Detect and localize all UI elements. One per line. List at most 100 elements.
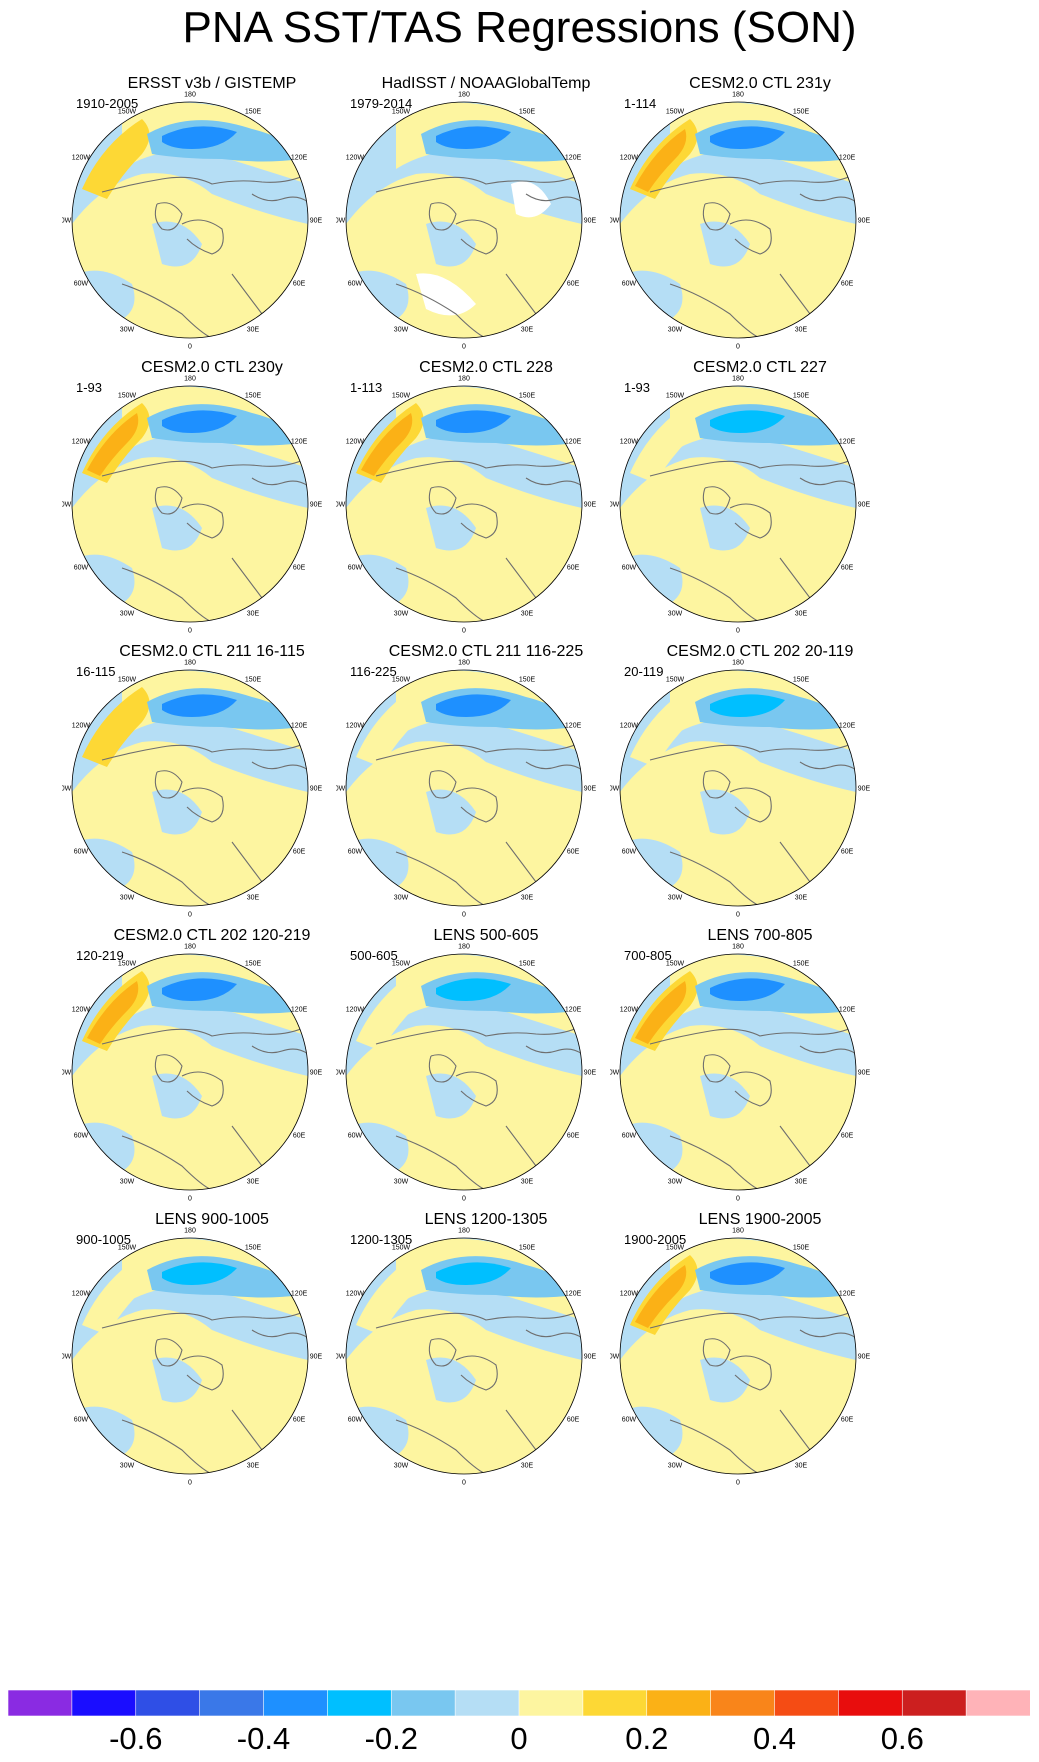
longitude-label: 180 (184, 92, 196, 99)
longitude-label: 120W (620, 723, 639, 730)
colorbar-swatch (774, 1689, 840, 1717)
longitude-label: 60E (841, 1133, 854, 1140)
longitude-label: 90E (310, 218, 323, 225)
longitude-label: 150W (666, 1244, 685, 1251)
polar-map: 180 150E 120E 90E 60E 30E 0 30W 60W 90W 120W 150W (336, 92, 597, 351)
longitude-label: 120W (346, 1291, 365, 1298)
cool-anomaly (162, 410, 237, 433)
colorbar-label: 0.6 (880, 1721, 924, 1756)
cool-anomaly (426, 505, 476, 551)
colorbar-swatch (582, 1689, 648, 1717)
map-boundary (619, 101, 857, 339)
longitude-label: 30E (521, 1179, 534, 1186)
coastline (395, 1135, 487, 1190)
warm-anomaly (486, 251, 539, 324)
longitude-label: 150W (118, 1244, 137, 1251)
longitude-label: 90W (62, 502, 72, 509)
longitude-label: 120E (565, 1007, 582, 1014)
panel-title: CESM2.0 CTL 230y (141, 359, 283, 376)
map-boundary (619, 953, 857, 1191)
longitude-label: 30W (668, 327, 683, 334)
panel-period: 16-115 (76, 664, 116, 679)
longitude-label: 120E (839, 1007, 856, 1014)
colorbar-swatch (71, 1689, 137, 1717)
colorbar-label: 0 (510, 1721, 528, 1756)
warm-anomaly (630, 403, 698, 483)
map-panel: CESM2.0 CTL 202 120-219 120-219 180 150E 120… (62, 926, 362, 1246)
longitude-label: 150E (519, 1244, 536, 1251)
warm-anomaly (212, 251, 265, 324)
panel-period: 1-113 (350, 380, 383, 395)
longitude-label: 30W (394, 1179, 409, 1186)
cool-anomaly (152, 789, 202, 835)
cool-anomaly (710, 978, 785, 1001)
longitude-label: 180 (458, 92, 470, 99)
warm-anomaly (760, 819, 813, 892)
longitude-label: 60E (293, 849, 306, 856)
coastline (395, 567, 487, 622)
longitude-label: 180 (732, 944, 744, 951)
longitude-label: 0 (188, 628, 192, 635)
longitude-label: 90E (584, 1354, 597, 1361)
colorbar-swatch (199, 1689, 265, 1717)
polar-map: 180 150E 120E 90E 60E 30E 0 30W 60W 90W 120W 150W (336, 944, 597, 1203)
warm-anomaly (760, 1387, 813, 1460)
coastline (649, 1309, 856, 1329)
longitude-label: 0 (462, 344, 466, 351)
panel-title: CESM2.0 CTL 227 (693, 359, 827, 376)
longitude-label: 90W (336, 218, 346, 225)
panel-title: LENS 700-805 (707, 927, 813, 944)
longitude-label: 90E (584, 218, 597, 225)
longitude-label: 150W (666, 392, 685, 399)
longitude-label: 30W (668, 611, 683, 618)
panel-title: CESM2.0 CTL 211 16-115 (119, 643, 305, 660)
cool-anomaly (710, 1262, 785, 1285)
polar-map: 180 150E 120E 90E 60E 30E 0 30W 60W 90W 120W 150W (610, 376, 871, 635)
colorbar-label: -0.6 (109, 1721, 163, 1756)
longitude-label: 30W (120, 1179, 135, 1186)
longitude-label: 180 (184, 660, 196, 667)
longitude-label: 30E (521, 611, 534, 618)
cool-anomaly (700, 221, 750, 267)
longitude-label: 30E (247, 1179, 260, 1186)
longitude-label: 120W (346, 1007, 365, 1014)
cool-anomaly (152, 221, 202, 267)
colorbar-label: 0.2 (625, 1721, 669, 1756)
polar-map: 180 150E 120E 90E 60E 30E 0 30W 60W 90W 120W 150W (336, 1228, 597, 1487)
coastline (154, 202, 183, 231)
longitude-label: 60E (293, 281, 306, 288)
cool-anomaly (162, 694, 237, 717)
longitude-label: 0 (736, 628, 740, 635)
coastline (121, 1135, 213, 1190)
cool-anomaly (710, 126, 785, 149)
coastline (154, 770, 183, 799)
longitude-label: 30E (247, 611, 260, 618)
longitude-label: 150E (245, 1244, 262, 1251)
warm-anomaly (486, 819, 539, 892)
longitude-label: 90E (310, 1354, 323, 1361)
longitude-label: 60W (348, 281, 363, 288)
longitude-label: 90E (584, 1070, 597, 1077)
longitude-label: 60E (567, 281, 580, 288)
coastline (455, 219, 498, 255)
longitude-label: 180 (458, 1228, 470, 1235)
longitude-label: 60W (622, 281, 637, 288)
map-panel: ERSST v3b / GISTEMP 1910-2005 180 150E 120E 9… (62, 74, 362, 394)
warm-anomaly (82, 119, 150, 199)
colorbar-swatch (965, 1689, 1031, 1717)
longitude-label: 30W (668, 1179, 683, 1186)
longitude-label: 60E (841, 849, 854, 856)
panel-title: CESM2.0 CTL 202 20-119 (666, 643, 854, 660)
longitude-label: 150W (118, 676, 137, 683)
longitude-label: 30W (120, 611, 135, 618)
longitude-label: 0 (462, 1196, 466, 1203)
figure-title: PNA SST/TAS Regressions (SON) (182, 3, 857, 52)
longitude-label: 150E (793, 1244, 810, 1251)
coastline (101, 173, 308, 193)
longitude-label: 0 (736, 1196, 740, 1203)
longitude-label: 180 (732, 92, 744, 99)
longitude-label: 60W (74, 281, 89, 288)
polar-map: 180 150E 120E 90E 60E 30E 0 30W 60W 90W 120W 150W (62, 92, 323, 351)
polar-map: 180 150E 120E 90E 60E 30E 0 30W 60W 90W 120W 150W (336, 376, 597, 635)
longitude-label: 30E (521, 1463, 534, 1470)
